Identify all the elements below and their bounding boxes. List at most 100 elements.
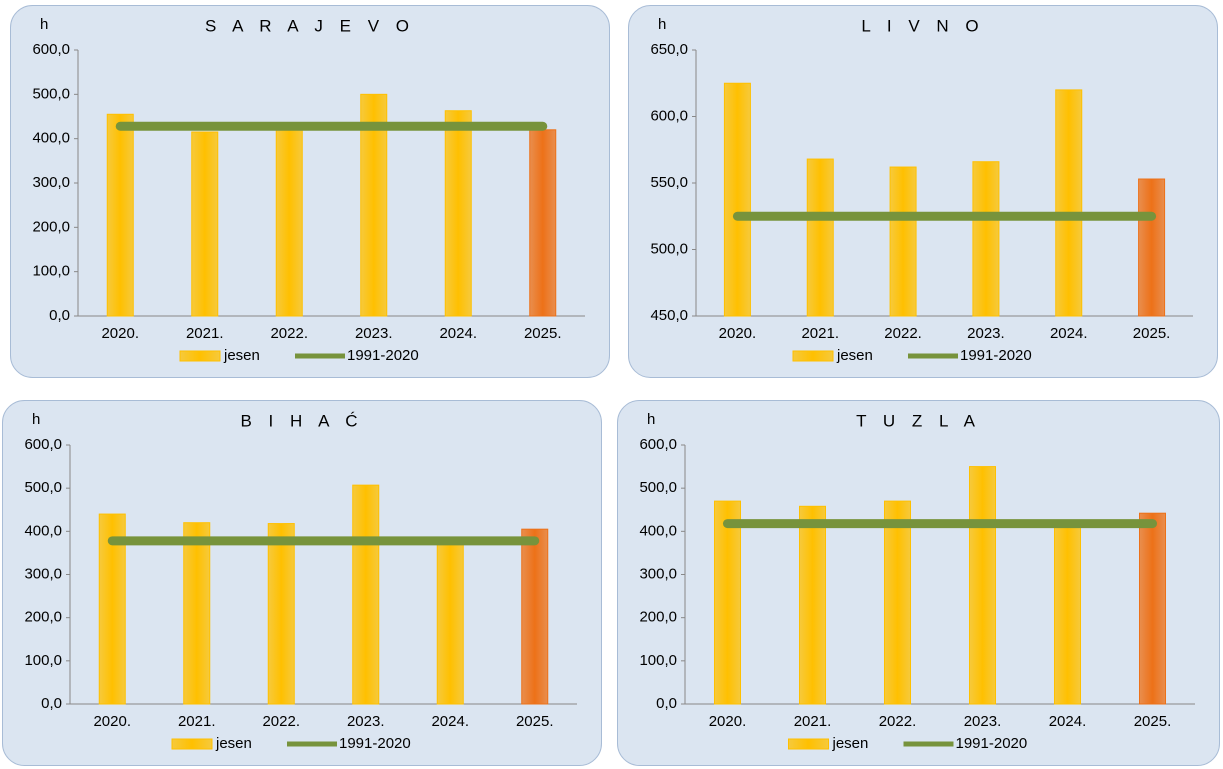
y-tick-label: 0,0 [656,695,677,712]
bar [360,93,388,317]
bar [275,127,303,317]
chart-panel [2,400,602,766]
x-tick-label: 2022. [879,713,917,730]
x-tick-label: 2025. [516,713,554,730]
x-tick-label: 2021. [801,325,839,342]
x-tick-label: 2020. [101,325,139,342]
bar [1054,526,1081,705]
y-tick-label: 400,0 [24,522,62,539]
chart-panel [617,400,1220,766]
y-tick-label: 300,0 [24,565,62,582]
bar [969,466,996,705]
chart: S A R A J E V O h 0,0 100,0 200,0 300,0 400,0 5… [10,5,610,378]
chart-panel [628,5,1218,378]
y-tick-label: 450,0 [650,307,688,324]
bar [436,543,464,705]
x-tick-label: 2024. [439,325,477,342]
chart-title: S A R A J E V O [205,16,415,35]
y-tick-label: 600,0 [24,436,62,453]
y-tick-label: 0,0 [49,307,70,324]
y-tick-label: 300,0 [639,565,677,582]
bar [521,528,549,705]
legend-swatch [179,350,221,362]
x-tick-label: 2023. [355,325,393,342]
x-tick-label: 2022. [262,713,300,730]
bar [352,484,380,705]
y-tick-label: 500,0 [639,479,677,496]
bar [106,113,134,317]
x-tick-label: 2022. [270,325,308,342]
legend-label: jesen [832,735,869,752]
x-tick-label: 2022. [884,325,922,342]
y-tick-label: 100,0 [639,652,677,669]
y-tick-label: 200,0 [32,218,70,235]
x-tick-label: 2024. [431,713,469,730]
y-tick-label: 100,0 [24,652,62,669]
x-tick-label: 2025. [1134,713,1172,730]
y-tick-label: 600,0 [639,436,677,453]
bar [267,523,295,705]
bar [98,513,126,705]
bar [714,500,741,705]
bar [183,522,211,705]
y-axis-label: h [32,411,40,428]
y-tick-label: 300,0 [32,174,70,191]
bar [191,131,219,317]
bar [799,505,826,705]
x-tick-label: 2021. [794,713,832,730]
y-tick-label: 550,0 [650,174,688,191]
x-tick-label: 2023. [967,325,1005,342]
legend-swatch [788,738,829,750]
y-tick-label: 0,0 [41,695,62,712]
legend-label: 1991-2020 [339,735,411,752]
chart-title: B I H A Ć [241,411,364,430]
bar [1055,89,1083,317]
legend-label: jesen [836,347,873,364]
legend-label: jesen [223,347,260,364]
x-tick-label: 2020. [719,325,757,342]
y-axis-label: h [40,16,48,33]
y-tick-label: 600,0 [32,41,70,58]
bar [1138,178,1166,317]
x-tick-label: 2020. [709,713,747,730]
x-tick-label: 2025. [1133,325,1171,342]
x-tick-label: 2023. [347,713,385,730]
bar [884,500,911,705]
y-tick-label: 100,0 [32,263,70,280]
bar [723,82,751,317]
chart: L I V N O h 450,0 500,0 550,0 600,0 650,0 2020.… [628,5,1218,378]
x-tick-label: 2024. [1049,713,1087,730]
x-tick-label: 2021. [178,713,216,730]
x-tick-label: 2024. [1050,325,1088,342]
legend-label: jesen [215,735,252,752]
x-tick-label: 2025. [524,325,562,342]
y-tick-label: 200,0 [24,609,62,626]
x-tick-label: 2021. [186,325,224,342]
y-tick-label: 500,0 [650,240,688,257]
chart-title: L I V N O [861,16,984,35]
bar [1139,512,1166,705]
chart-title: T U Z L A [856,411,981,430]
y-axis-label: h [658,16,666,33]
bar [529,129,557,317]
bar [444,110,472,317]
bar [972,161,1000,317]
chart: B I H A Ć h 0,0 100,0 200,0 300,0 400,0 500,0 60… [2,400,602,766]
y-tick-label: 500,0 [32,85,70,102]
x-tick-label: 2023. [964,713,1002,730]
y-tick-label: 650,0 [650,41,688,58]
y-tick-label: 500,0 [24,479,62,496]
y-tick-label: 400,0 [32,130,70,147]
y-tick-label: 400,0 [639,522,677,539]
y-axis-label: h [647,411,655,428]
bar [806,158,834,317]
legend-label: 1991-2020 [956,735,1028,752]
chart-panel [10,5,610,378]
x-tick-label: 2020. [93,713,131,730]
chart: T U Z L A h 0,0 100,0 200,0 300,0 400,0 500,0 60… [617,400,1220,766]
legend-label: 1991-2020 [347,347,419,364]
y-tick-label: 200,0 [639,609,677,626]
legend-swatch [171,738,213,750]
legend-swatch [792,350,834,362]
